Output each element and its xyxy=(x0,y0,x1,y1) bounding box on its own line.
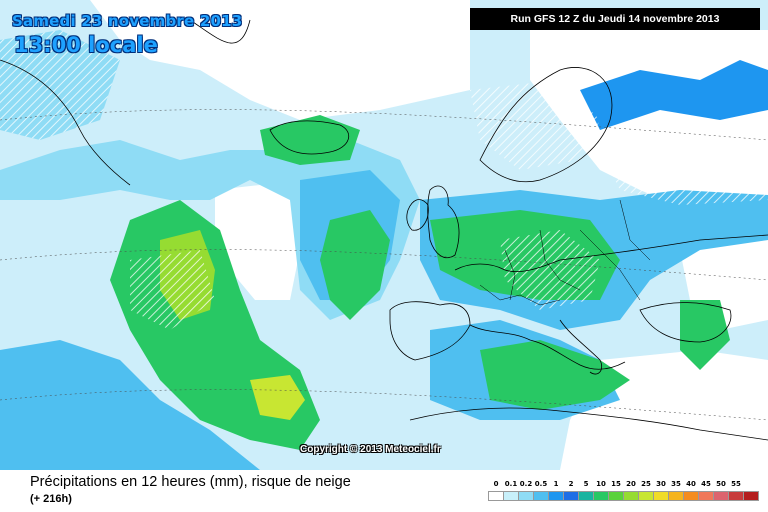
legend-label: 2 xyxy=(568,480,574,488)
legend-swatch xyxy=(698,491,714,501)
precip-core-lime-2 xyxy=(250,375,305,420)
legend-swatch xyxy=(548,491,564,501)
legend-swatch xyxy=(578,491,594,501)
precip-core-blue-southwest xyxy=(0,340,260,470)
coastline-north-europe xyxy=(454,234,768,273)
legend-swatch xyxy=(518,491,534,501)
border-line-3 xyxy=(539,229,581,291)
map-layer xyxy=(0,0,768,470)
forecast-offset: (+ 216h) xyxy=(30,493,72,505)
legend-swatch xyxy=(743,491,759,501)
model-run-label: Run GFS 12 Z du Jeudi 14 novembre 2013 xyxy=(470,8,760,30)
legend-label: 0.2 xyxy=(519,480,533,488)
legend-swatch xyxy=(638,491,654,501)
snow-risk-hatch-atlantic xyxy=(130,250,215,330)
precip-core-green-iceland xyxy=(260,115,360,165)
legend-label: 35 xyxy=(671,480,681,488)
legend-label: 50 xyxy=(716,480,726,488)
dry-area-arctic xyxy=(90,0,470,120)
legend-label: 0.1 xyxy=(504,480,518,488)
border-line-1 xyxy=(479,284,561,306)
border-line-2 xyxy=(504,249,516,301)
snow-risk-hatch-russia xyxy=(600,140,768,205)
legend-label: 25 xyxy=(641,480,651,488)
coastline-great-britain xyxy=(427,185,460,259)
legend-label: 15 xyxy=(611,480,621,488)
snow-risk-hatch-alps xyxy=(500,230,600,310)
legend-swatch xyxy=(593,491,609,501)
coastline-arctic-islands xyxy=(189,19,251,44)
coastline-black-sea xyxy=(639,302,732,343)
precipitation-map: Samedi 23 novembre 2013 13:00 locale Run… xyxy=(0,0,768,470)
coastline-north-africa xyxy=(409,407,768,441)
coastline-iceland xyxy=(269,120,350,155)
valid-date-label: Samedi 23 novembre 2013 xyxy=(12,12,243,30)
precip-core-green-med xyxy=(480,340,630,410)
legend-swatch xyxy=(563,491,579,501)
lat-lon-grid xyxy=(0,109,768,421)
legend-swatch xyxy=(503,491,519,501)
precip-core-green-mid xyxy=(320,210,390,320)
coastline-greenland xyxy=(0,59,131,186)
coastline-ireland xyxy=(406,199,429,231)
legend-label: 0.5 xyxy=(534,480,548,488)
border-line-4 xyxy=(579,229,641,301)
legend-swatch xyxy=(668,491,684,501)
snow-risk-hatch-scandinavia xyxy=(470,80,600,170)
legend-label: 45 xyxy=(701,480,711,488)
legend-swatch xyxy=(713,491,729,501)
legend-label: 5 xyxy=(583,480,589,488)
legend-swatch xyxy=(488,491,504,501)
legend-label: 30 xyxy=(656,480,666,488)
legend-swatch xyxy=(683,491,699,501)
copyright-label: Copyright © 2013 Meteociel.fr xyxy=(300,444,441,455)
grid-parallel-2 xyxy=(0,249,768,281)
grid-parallel-3 xyxy=(0,389,768,421)
legend-swatch xyxy=(653,491,669,501)
valid-time-label: 13:00 locale xyxy=(14,33,158,57)
legend-swatch xyxy=(533,491,549,501)
legend-label: 20 xyxy=(626,480,636,488)
country-borders xyxy=(479,199,651,306)
legend-swatch xyxy=(623,491,639,501)
legend-label: 55 xyxy=(731,480,741,488)
grid-parallel-1 xyxy=(0,109,768,141)
legend-swatch xyxy=(608,491,624,501)
coastline-scandinavia xyxy=(479,67,613,183)
snow-risk-hatch-greenland xyxy=(0,30,120,140)
precip-core-blue-north xyxy=(580,60,768,130)
legend-label: 40 xyxy=(686,480,696,488)
coastline-iberia xyxy=(389,301,471,361)
coastline-italy xyxy=(559,319,603,375)
precip-core-green-black-sea xyxy=(680,300,730,370)
legend-label: 10 xyxy=(596,480,606,488)
border-line-5 xyxy=(619,199,651,261)
legend-label: 0 xyxy=(493,480,499,488)
coastlines xyxy=(0,19,768,441)
dry-area-atlantic xyxy=(215,185,300,300)
legend-label: 1 xyxy=(553,480,559,488)
map-caption: Précipitations en 12 heures (mm), risque… xyxy=(30,474,351,490)
legend-swatch xyxy=(728,491,744,501)
